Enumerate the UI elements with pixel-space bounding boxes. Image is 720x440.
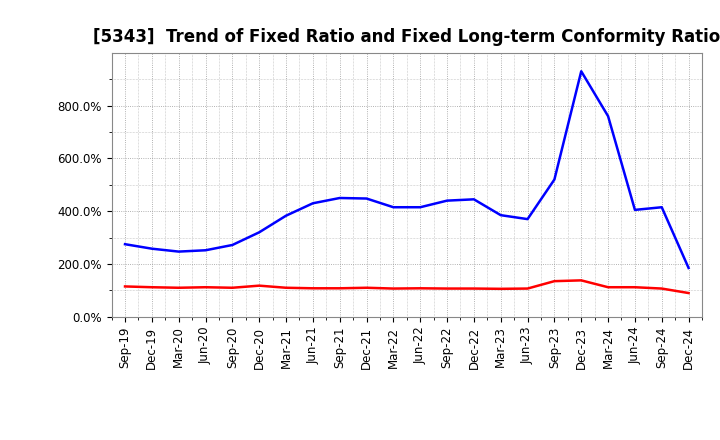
Fixed Long-term Conformity Ratio bbox=[604, 285, 613, 290]
Fixed Long-term Conformity Ratio bbox=[684, 290, 693, 296]
Line: Fixed Long-term Conformity Ratio: Fixed Long-term Conformity Ratio bbox=[125, 280, 688, 293]
Fixed Ratio bbox=[577, 69, 585, 74]
Fixed Ratio bbox=[201, 248, 210, 253]
Fixed Long-term Conformity Ratio bbox=[282, 285, 290, 290]
Fixed Long-term Conformity Ratio bbox=[174, 285, 183, 290]
Fixed Ratio bbox=[523, 216, 532, 222]
Fixed Ratio bbox=[416, 205, 425, 210]
Fixed Long-term Conformity Ratio bbox=[121, 284, 130, 289]
Fixed Ratio bbox=[443, 198, 451, 203]
Fixed Ratio bbox=[282, 213, 290, 218]
Fixed Long-term Conformity Ratio bbox=[309, 286, 318, 291]
Fixed Ratio bbox=[255, 230, 264, 235]
Fixed Ratio bbox=[121, 242, 130, 247]
Fixed Ratio bbox=[228, 242, 237, 248]
Fixed Long-term Conformity Ratio bbox=[362, 285, 371, 290]
Fixed Long-term Conformity Ratio bbox=[657, 286, 666, 291]
Fixed Long-term Conformity Ratio bbox=[550, 279, 559, 284]
Fixed Ratio bbox=[604, 114, 613, 119]
Fixed Ratio bbox=[309, 201, 318, 206]
Fixed Long-term Conformity Ratio bbox=[416, 286, 425, 291]
Fixed Ratio bbox=[631, 207, 639, 213]
Fixed Ratio bbox=[496, 213, 505, 218]
Fixed Ratio bbox=[148, 246, 156, 251]
Fixed Ratio bbox=[684, 265, 693, 271]
Fixed Long-term Conformity Ratio bbox=[469, 286, 478, 291]
Line: Fixed Ratio: Fixed Ratio bbox=[125, 71, 688, 268]
Fixed Long-term Conformity Ratio bbox=[443, 286, 451, 291]
Fixed Long-term Conformity Ratio bbox=[577, 278, 585, 283]
Fixed Ratio bbox=[174, 249, 183, 254]
Fixed Ratio bbox=[362, 196, 371, 201]
Fixed Long-term Conformity Ratio bbox=[255, 283, 264, 288]
Fixed Long-term Conformity Ratio bbox=[631, 285, 639, 290]
Fixed Long-term Conformity Ratio bbox=[148, 285, 156, 290]
Fixed Ratio bbox=[469, 197, 478, 202]
Fixed Long-term Conformity Ratio bbox=[389, 286, 397, 291]
Fixed Long-term Conformity Ratio bbox=[523, 286, 532, 291]
Fixed Long-term Conformity Ratio bbox=[336, 286, 344, 291]
Fixed Long-term Conformity Ratio bbox=[496, 286, 505, 291]
Fixed Ratio bbox=[657, 205, 666, 210]
Title: [5343]  Trend of Fixed Ratio and Fixed Long-term Conformity Ratio: [5343] Trend of Fixed Ratio and Fixed Lo… bbox=[93, 28, 720, 46]
Fixed Ratio bbox=[336, 195, 344, 201]
Fixed Ratio bbox=[389, 205, 397, 210]
Fixed Ratio bbox=[550, 177, 559, 182]
Fixed Long-term Conformity Ratio bbox=[228, 285, 237, 290]
Fixed Long-term Conformity Ratio bbox=[201, 285, 210, 290]
